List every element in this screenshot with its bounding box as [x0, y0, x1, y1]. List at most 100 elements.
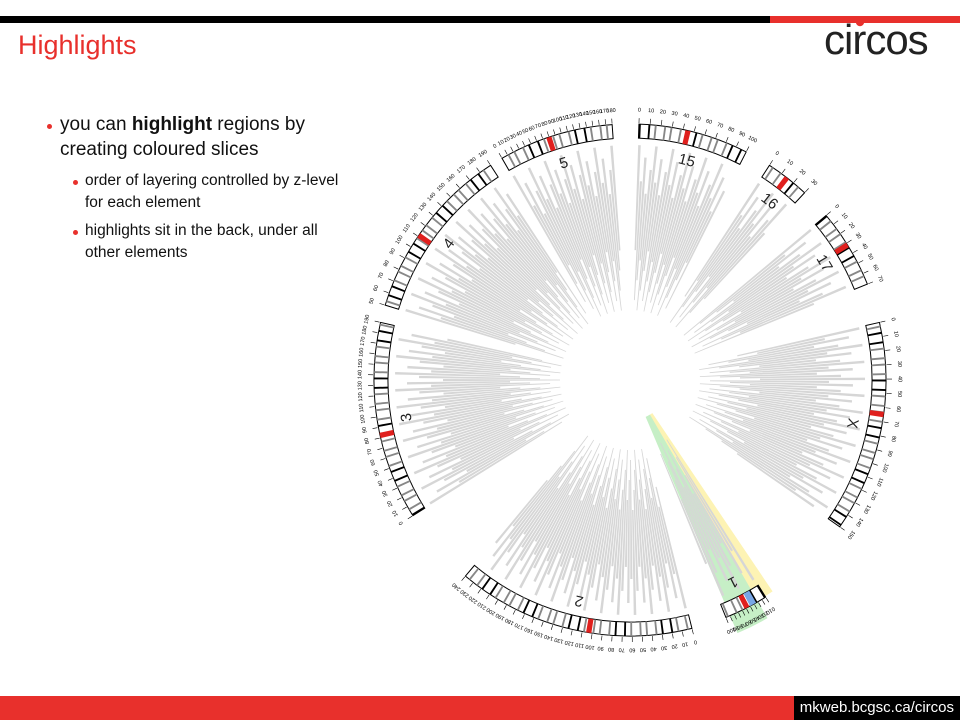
- tick-label: 120: [358, 392, 365, 402]
- density-slice: [710, 242, 822, 323]
- tick-label: 20: [761, 609, 769, 617]
- density-slice: [454, 425, 509, 448]
- density-slice: [621, 449, 628, 591]
- tick-mark: [522, 140, 525, 146]
- density-slice: [638, 459, 654, 590]
- density-slice: [465, 265, 532, 313]
- cytoband: [815, 215, 828, 226]
- cytoband: [531, 603, 539, 617]
- density-slice: [716, 241, 807, 313]
- tick-mark: [704, 129, 707, 135]
- density-slice: [523, 445, 586, 535]
- tick-label: 40: [752, 614, 760, 622]
- density-slice: [738, 430, 811, 467]
- density-slice: [720, 421, 845, 479]
- density-slice: [699, 390, 827, 412]
- tick-label: 120: [869, 490, 878, 501]
- tick-label: 20: [503, 136, 511, 144]
- density-slice: [666, 205, 700, 288]
- cytoband: [388, 294, 402, 301]
- tick-mark: [369, 406, 375, 408]
- density-slice: [632, 509, 637, 615]
- tick-mark: [578, 122, 581, 128]
- density-slice: [673, 192, 699, 258]
- density-slice: [627, 479, 630, 603]
- cytoband: [854, 468, 869, 476]
- density-slice: [645, 508, 654, 566]
- tick-label: 10: [892, 331, 899, 338]
- density-slice: [419, 386, 501, 394]
- tick-label: 130: [572, 112, 582, 120]
- density-slice: [407, 381, 511, 385]
- cytoband: [421, 229, 435, 240]
- density-slice: [481, 228, 561, 309]
- density-slice: [440, 417, 517, 444]
- circos-logo: circos: [824, 16, 929, 63]
- cytoband: [494, 585, 504, 599]
- tick-label: 110: [358, 403, 365, 412]
- cytoband: [507, 154, 516, 168]
- tick-mark: [565, 125, 568, 131]
- tick-mark: [805, 188, 809, 193]
- cytoband: [697, 134, 704, 149]
- density-slice: [447, 338, 543, 362]
- density-slice: [467, 208, 548, 294]
- tick-label: 70: [716, 122, 724, 130]
- tick-mark: [601, 635, 603, 641]
- tick-mark: [399, 255, 405, 258]
- density-slice: [439, 262, 537, 324]
- tick-mark: [868, 281, 874, 285]
- density-slice: [665, 157, 708, 277]
- tick-label: 10: [840, 212, 848, 221]
- tick-mark: [863, 270, 869, 274]
- density-slice: [718, 394, 851, 419]
- density-slice: [697, 397, 812, 429]
- density-slice: [398, 338, 532, 364]
- tick-label: 150: [534, 629, 545, 638]
- density-slice: [657, 170, 710, 306]
- density-slice: [419, 360, 511, 371]
- density-slice: [721, 440, 797, 492]
- tick-label: 50: [368, 297, 376, 305]
- density-slice: [575, 466, 608, 585]
- cytoband: [653, 125, 657, 140]
- density-slice: [578, 174, 603, 264]
- tick-mark: [762, 600, 766, 605]
- density-slice: [546, 460, 591, 549]
- cytoband: [851, 476, 865, 484]
- density-slice: [709, 380, 829, 383]
- cytoband: [871, 357, 886, 361]
- cytoband: [403, 493, 418, 502]
- cytoband: [871, 363, 886, 367]
- density-slice: [407, 365, 551, 376]
- circos-diagram: 0102030405060708090100101020304050607080…: [357, 108, 902, 653]
- cytoband: [374, 361, 389, 365]
- tick-label: 50: [640, 646, 646, 652]
- tick-mark: [591, 120, 594, 126]
- density-slice: [443, 387, 521, 395]
- tick-mark: [858, 260, 864, 264]
- density-slice: [417, 277, 532, 333]
- cytoband: [630, 621, 633, 636]
- tick-label: 110: [559, 115, 569, 123]
- cytoband: [378, 422, 393, 427]
- density-slice: [699, 368, 853, 378]
- tick-label: 100: [726, 625, 737, 634]
- tick-label: 140: [854, 517, 864, 528]
- density-slice: [535, 190, 587, 291]
- density-slice: [634, 469, 641, 567]
- cytoband: [378, 329, 393, 335]
- density-slice: [451, 437, 515, 471]
- density-slice: [587, 185, 612, 293]
- tick-label: 150: [358, 359, 365, 369]
- density-slice: [443, 379, 561, 382]
- density-slice: [749, 383, 817, 389]
- tick-mark: [758, 602, 762, 608]
- tick-mark: [750, 606, 754, 612]
- density-slice: [444, 351, 502, 362]
- tick-mark: [370, 416, 376, 419]
- density-slice: [506, 238, 559, 298]
- density-slice: [731, 420, 838, 465]
- density-slice: [420, 392, 531, 409]
